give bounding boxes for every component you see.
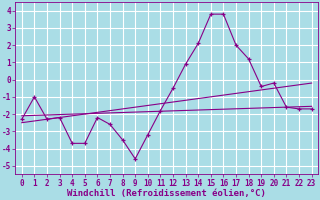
X-axis label: Windchill (Refroidissement éolien,°C): Windchill (Refroidissement éolien,°C) [67,189,266,198]
